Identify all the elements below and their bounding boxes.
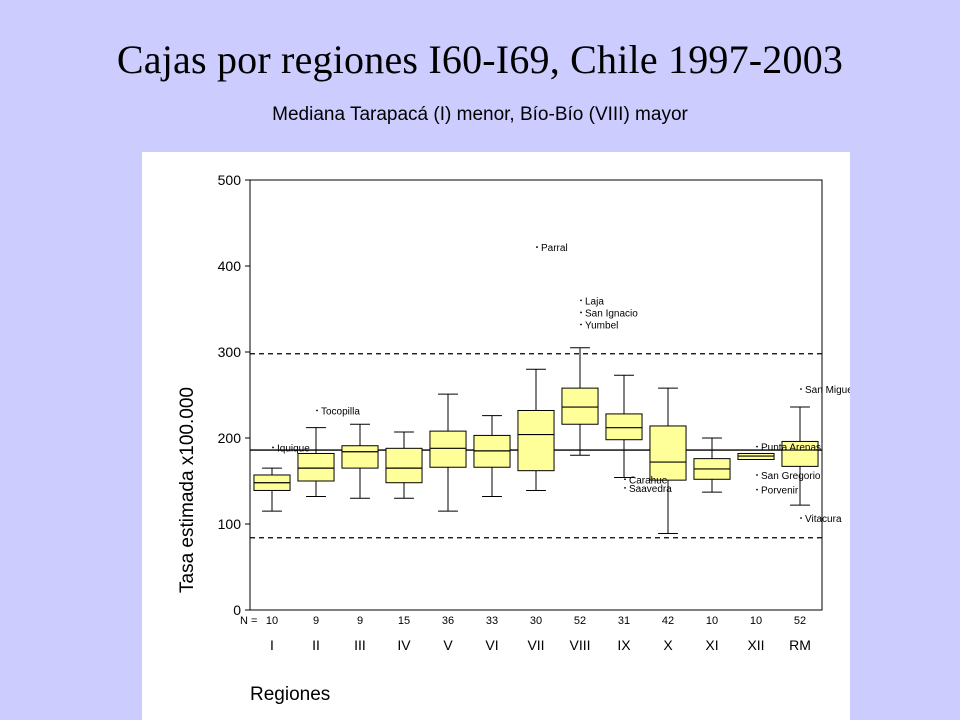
chart-panel: Iquique Tocopilla Parral Laja San Ignacio Yum…	[142, 152, 850, 720]
box-iqr	[429, 430, 467, 468]
box-RM	[781, 406, 819, 506]
n-value: 9	[357, 615, 363, 627]
outlier-label: Laja	[585, 296, 604, 307]
n-value: 31	[618, 615, 630, 627]
outlier-point	[580, 323, 582, 326]
n-value: 52	[794, 615, 806, 627]
category-label: VI	[485, 637, 498, 653]
category-label: VII	[527, 637, 544, 653]
box-iqr	[605, 413, 643, 441]
category-label: RM	[789, 637, 811, 653]
box-VII	[517, 368, 555, 491]
category-label: I	[270, 637, 274, 653]
n-value: 33	[486, 615, 498, 627]
outlier-label: San Miguel	[805, 385, 850, 396]
box-VI	[473, 415, 511, 497]
box-VIII	[561, 347, 599, 456]
y-ticks: 0 100 200 300 400 500	[218, 172, 250, 618]
box-X	[649, 387, 687, 534]
box-XII	[737, 452, 775, 461]
slide-title: Cajas por regiones I60-I69, Chile 1997-2…	[116, 37, 844, 82]
outlier-label: Tocopilla	[321, 406, 360, 417]
box-XI	[693, 437, 731, 493]
box-IX	[605, 374, 643, 479]
y-tick-label: 0	[233, 602, 241, 618]
outlier-point	[624, 478, 626, 481]
y-tick-label: 500	[218, 172, 242, 188]
outlier-point	[272, 446, 274, 449]
category-label: II	[312, 637, 320, 653]
category-label: X	[663, 637, 673, 653]
n-value: 42	[662, 615, 674, 627]
box-iqr	[649, 425, 687, 481]
outlier-point	[536, 246, 538, 248]
outlier-point	[756, 474, 758, 476]
category-label: VIII	[569, 637, 590, 653]
box-iqr	[517, 409, 555, 472]
x-axis-label: Regiones	[250, 684, 330, 705]
y-tick-label: 400	[218, 258, 242, 274]
category-label: XII	[747, 637, 764, 653]
box-iqr	[385, 447, 423, 484]
n-value: 15	[398, 615, 410, 627]
n-value: 10	[266, 615, 278, 627]
n-value: 9	[313, 615, 319, 627]
outlier-label: Saavedra	[629, 484, 672, 495]
outlier-point	[800, 517, 802, 519]
category-label: III	[354, 637, 366, 653]
outlier-point	[800, 388, 802, 390]
y-tick-label: 300	[218, 344, 242, 360]
outlier-point	[580, 311, 582, 314]
outlier-label: Parral	[541, 243, 568, 254]
outlier-label: Punta Arenas	[761, 443, 821, 454]
box-iqr	[561, 387, 599, 425]
n-label: N =	[240, 615, 257, 627]
box-I	[253, 467, 291, 512]
x-categories: 10 I 9 II 9 III 15 IV 36 V 33 VI 30 VII 52 VIII 31 IX 42 X 1…	[266, 615, 811, 653]
category-label: XI	[705, 637, 718, 653]
outlier-point	[316, 409, 318, 412]
n-value: 10	[750, 615, 762, 627]
n-value: 36	[442, 615, 454, 627]
n-value: 10	[706, 615, 718, 627]
slide-subtitle: Mediana Tarapacá (I) menor, Bío-Bío (VII…	[272, 104, 688, 125]
y-tick-label: 100	[218, 516, 242, 532]
outlier-point	[624, 486, 626, 489]
y-tick-label: 200	[218, 430, 242, 446]
outlier-label: Carahue	[629, 475, 668, 486]
box-IV	[385, 431, 423, 499]
box-V	[429, 393, 467, 512]
box-group	[253, 347, 819, 534]
outlier-label: Vitacura	[805, 514, 842, 525]
outlier-label: Yumbel	[585, 320, 618, 331]
box-iqr	[297, 452, 335, 482]
outlier-point	[756, 445, 758, 448]
box-iqr	[341, 445, 379, 469]
box-iqr	[781, 440, 819, 467]
outlier-label: San Gregorio	[761, 471, 821, 482]
outlier-label: San Ignacio	[585, 308, 638, 319]
box-II	[297, 427, 335, 497]
category-label: IV	[397, 637, 411, 653]
outlier-point	[756, 488, 758, 491]
box-III	[341, 423, 379, 499]
n-value: 30	[530, 615, 542, 627]
y-axis-label: Tasa estimada x100.000	[177, 387, 198, 593]
plot-frame	[249, 179, 823, 611]
n-value: 52	[574, 615, 586, 627]
category-label: V	[443, 637, 453, 653]
axes	[249, 179, 823, 611]
outlier-point	[580, 299, 582, 302]
outlier-label: Porvenir	[761, 486, 799, 497]
outlier-label: Iquique	[277, 443, 310, 454]
category-label: IX	[617, 637, 631, 653]
